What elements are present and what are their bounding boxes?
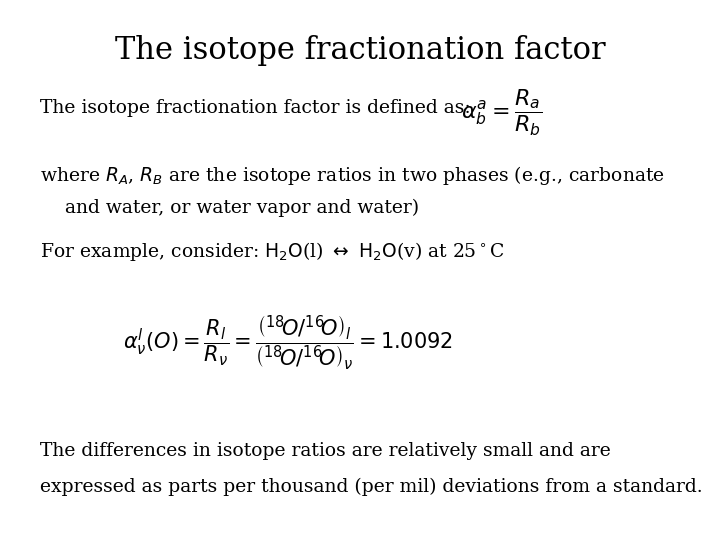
Text: $\alpha_b^a = \dfrac{R_a}{R_b}$: $\alpha_b^a = \dfrac{R_a}{R_b}$ (461, 89, 542, 138)
Text: For example, consider: $\mathrm{H_2O}$(l) $\leftrightarrow$ $\mathrm{H_2O}$(v) a: For example, consider: $\mathrm{H_2O}$(l… (40, 240, 505, 262)
Text: where $R_A$, $R_B$ are the isotope ratios in two phases (e.g., carbonate: where $R_A$, $R_B$ are the isotope ratio… (40, 164, 665, 187)
Text: The isotope fractionation factor is defined as:: The isotope fractionation factor is defi… (40, 99, 470, 117)
Text: expressed as parts per thousand (per mil) deviations from a standard.: expressed as parts per thousand (per mil… (40, 478, 702, 496)
Text: The differences in isotope ratios are relatively small and are: The differences in isotope ratios are re… (40, 442, 611, 460)
Text: $\alpha_\nu^l(O) = \dfrac{R_l}{R_\nu} = \dfrac{\left({}^{18}\!O/{}^{16}\!O\right: $\alpha_\nu^l(O) = \dfrac{R_l}{R_\nu} = … (123, 314, 453, 372)
Text: The isotope fractionation factor: The isotope fractionation factor (114, 35, 606, 66)
Text: and water, or water vapor and water): and water, or water vapor and water) (65, 199, 419, 217)
